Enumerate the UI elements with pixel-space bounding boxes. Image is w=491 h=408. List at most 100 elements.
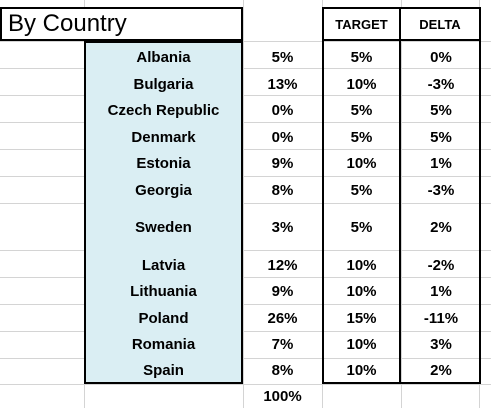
delta-value: -11%: [423, 310, 459, 327]
target-value: 5%: [350, 102, 373, 119]
country-name: Lithuania: [130, 283, 197, 300]
target-column: [322, 41, 401, 384]
cell-delta[interactable]: -3%: [401, 71, 481, 98]
cell-delta[interactable]: -11%: [401, 305, 481, 332]
cell-target[interactable]: 10%: [322, 150, 401, 177]
cell-target[interactable]: 5%: [322, 97, 401, 124]
cell-actual[interactable]: 0%: [243, 97, 322, 124]
target-value: 10%: [346, 257, 377, 274]
cell-country[interactable]: Albania: [84, 44, 243, 71]
cell-actual[interactable]: 0%: [243, 124, 322, 151]
cell-actual[interactable]: 3%: [243, 205, 322, 250]
cell-actual[interactable]: 12%: [243, 252, 322, 279]
header-target-cell[interactable]: TARGET: [322, 7, 401, 41]
delta-value: 5%: [430, 102, 452, 119]
title-cell[interactable]: By Country: [0, 7, 243, 41]
delta-value: 0%: [430, 49, 452, 66]
gridline: [0, 149, 491, 150]
gridline: [0, 358, 491, 359]
actual-value: 8%: [271, 182, 294, 199]
header-delta: DELTA: [419, 16, 461, 32]
cell-delta[interactable]: 0%: [401, 44, 481, 71]
delta-value: -3%: [427, 76, 455, 93]
header-delta-cell[interactable]: DELTA: [399, 7, 481, 41]
cell-actual[interactable]: 9%: [243, 150, 322, 177]
actual-value: 26%: [267, 310, 298, 327]
cell-delta[interactable]: -3%: [401, 177, 481, 204]
delta-value: 5%: [430, 129, 452, 146]
cell-country[interactable]: Sweden: [84, 205, 243, 250]
cell-delta[interactable]: -2%: [401, 252, 481, 279]
gridline: [243, 0, 244, 408]
cell-country[interactable]: Georgia: [84, 177, 243, 204]
cell-target[interactable]: 15%: [322, 305, 401, 332]
cell-country[interactable]: Lithuania: [84, 278, 243, 305]
delta-value: 1%: [430, 155, 452, 172]
actual-value: 0%: [271, 102, 294, 119]
cell-target[interactable]: 5%: [322, 205, 401, 250]
actual-value: 5%: [271, 49, 294, 66]
cell-delta[interactable]: 1%: [401, 150, 481, 177]
cell-country[interactable]: Bulgaria: [84, 71, 243, 98]
cell-actual[interactable]: 13%: [243, 71, 322, 98]
gridline: [0, 384, 491, 385]
target-value: 10%: [346, 76, 377, 93]
country-name: Georgia: [135, 182, 192, 199]
delta-value: -2%: [427, 257, 455, 274]
actual-value: 7%: [271, 336, 294, 353]
cell-actual[interactable]: 9%: [243, 278, 322, 305]
cell-country[interactable]: Denmark: [84, 124, 243, 151]
cell-actual[interactable]: 5%: [243, 44, 322, 71]
actual-value: 3%: [271, 219, 294, 236]
gridline: [0, 68, 491, 69]
cell-target[interactable]: 10%: [322, 278, 401, 305]
target-value: 15%: [346, 310, 377, 327]
cell-target[interactable]: 5%: [322, 44, 401, 71]
delta-value: 1%: [430, 283, 452, 300]
cell-target[interactable]: 10%: [322, 331, 401, 358]
cell-delta[interactable]: 2%: [401, 205, 481, 250]
cell-delta[interactable]: 5%: [401, 97, 481, 124]
delta-column: [399, 41, 481, 384]
cell-actual[interactable]: 8%: [243, 357, 322, 384]
country-name: Bulgaria: [133, 76, 194, 93]
country-name: Estonia: [136, 155, 191, 172]
cell-actual[interactable]: 7%: [243, 331, 322, 358]
gridline: [0, 176, 491, 177]
target-value: 10%: [346, 336, 377, 353]
cell-delta[interactable]: 3%: [401, 331, 481, 358]
cell-target[interactable]: 5%: [322, 124, 401, 151]
cell-target[interactable]: 10%: [322, 357, 401, 384]
gridline: [0, 203, 491, 204]
total-value: 100%: [263, 387, 302, 405]
target-value: 10%: [346, 283, 377, 300]
cell-country[interactable]: Czech Republic: [84, 97, 243, 124]
country-name: Poland: [138, 310, 189, 327]
delta-value: -3%: [427, 182, 455, 199]
cell-target[interactable]: 10%: [322, 252, 401, 279]
cell-target[interactable]: 10%: [322, 71, 401, 98]
cell-country[interactable]: Latvia: [84, 252, 243, 279]
cell-country[interactable]: Romania: [84, 331, 243, 358]
cell-actual[interactable]: 26%: [243, 305, 322, 332]
cell-target[interactable]: 5%: [322, 177, 401, 204]
cell-delta[interactable]: 1%: [401, 278, 481, 305]
cell-country[interactable]: Spain: [84, 357, 243, 384]
actual-value: 0%: [271, 129, 294, 146]
delta-value: 3%: [430, 336, 452, 353]
cell-delta[interactable]: 2%: [401, 357, 481, 384]
gridline: [0, 304, 491, 305]
cell-total[interactable]: 100%: [243, 384, 322, 408]
cell-delta[interactable]: 5%: [401, 124, 481, 151]
gridline: [401, 0, 402, 408]
gridline: [0, 122, 491, 123]
actual-value: 13%: [267, 76, 298, 93]
country-name: Latvia: [141, 257, 186, 274]
cell-country[interactable]: Poland: [84, 305, 243, 332]
cell-actual[interactable]: 8%: [243, 177, 322, 204]
gridline: [0, 277, 491, 278]
gridline: [0, 41, 491, 42]
cell-country[interactable]: Estonia: [84, 150, 243, 177]
gridline: [0, 95, 491, 96]
